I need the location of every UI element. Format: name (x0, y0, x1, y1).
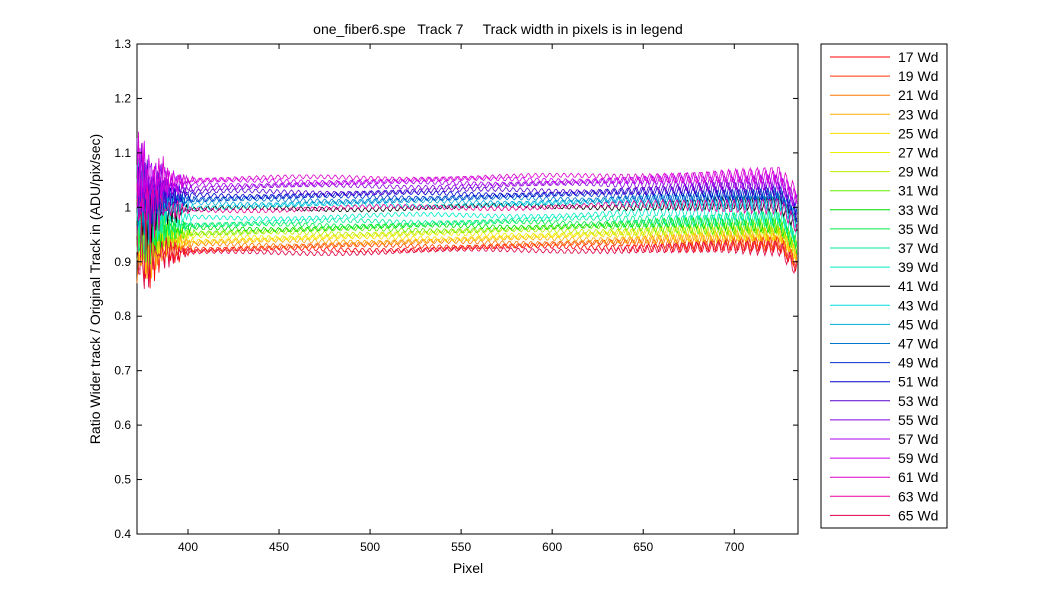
legend-label: 65 Wd (898, 507, 938, 523)
series-line (136, 190, 798, 268)
series-line (136, 131, 798, 209)
legend-label: 23 Wd (898, 106, 938, 122)
legend-label: 31 Wd (898, 183, 938, 199)
legend-label: 43 Wd (898, 297, 938, 313)
y-tick-label: 0.6 (114, 418, 131, 432)
legend-label: 39 Wd (898, 259, 938, 275)
series-line (136, 202, 798, 283)
y-tick-label: 0.8 (114, 309, 131, 323)
legend-label: 19 Wd (898, 68, 938, 84)
y-tick-label: 1 (124, 200, 131, 214)
plot-area: 400 450 500 550 600 650 700 0.4 0.5 0.6 0.7 0.8 0.9 1… (114, 37, 799, 554)
series-line (136, 183, 798, 243)
legend-label: 17 Wd (898, 49, 938, 65)
y-tick-label: 0.4 (114, 527, 131, 541)
legend-label: 51 Wd (898, 374, 938, 390)
y-tick-label: 0.5 (114, 473, 131, 487)
legend-label: 41 Wd (898, 278, 938, 294)
y-tick-label: 1.3 (114, 37, 131, 51)
series-line (136, 150, 798, 235)
legend-label: 47 Wd (898, 336, 938, 352)
series-group (136, 131, 798, 289)
series-line (136, 219, 798, 280)
y-tick-label: 1.1 (114, 146, 131, 160)
legend-label: 63 Wd (898, 488, 938, 504)
legend-label: 33 Wd (898, 202, 938, 218)
legend-label: 21 Wd (898, 87, 938, 103)
series-line (136, 186, 798, 252)
legend-label: 49 Wd (898, 355, 938, 371)
x-tick-label: 650 (633, 540, 653, 554)
x-tick-label: 700 (724, 540, 744, 554)
chart-title: one_fiber6.spe Track 7 Track width in pi… (313, 21, 683, 37)
legend-label: 25 Wd (898, 125, 938, 141)
series-line (136, 212, 798, 289)
x-axis-label: Pixel (453, 560, 483, 576)
legend-label: 57 Wd (898, 431, 938, 447)
legend-label: 61 Wd (898, 469, 938, 485)
legend-label: 55 Wd (898, 412, 938, 428)
series-line (136, 175, 798, 255)
series-line (136, 188, 798, 255)
x-tick-label: 500 (360, 540, 380, 554)
legend-label: 35 Wd (898, 221, 938, 237)
legend-label: 59 Wd (898, 450, 938, 466)
plot-frame (136, 43, 799, 535)
y-axis-label: Ratio Wider track / Original Track in (A… (87, 134, 103, 444)
x-tick-label: 550 (451, 540, 471, 554)
x-tick-label: 400 (178, 540, 198, 554)
x-tick-label: 450 (269, 540, 289, 554)
legend-label: 29 Wd (898, 164, 938, 180)
y-tick-label: 0.9 (114, 255, 131, 269)
y-tick-label: 1.2 (114, 91, 131, 105)
series-line (136, 162, 798, 214)
tick-group: 400 450 500 550 600 650 700 0.4 0.5 0.6 0.7 0.8 0.9 1… (114, 37, 798, 554)
legend-label: 27 Wd (898, 145, 938, 161)
legend-label: 37 Wd (898, 240, 938, 256)
series-line (136, 140, 798, 221)
legend-label: 53 Wd (898, 393, 938, 409)
series-line (136, 166, 798, 225)
legend-label: 45 Wd (898, 316, 938, 332)
series-line (136, 193, 798, 275)
y-tick-label: 0.7 (114, 364, 131, 378)
series-line (136, 164, 798, 230)
legend: 17 Wd 19 Wd 21 Wd 23 Wd 25 Wd 27 Wd 29 Wd 31 Wd… (820, 43, 948, 529)
x-tick-label: 600 (542, 540, 562, 554)
